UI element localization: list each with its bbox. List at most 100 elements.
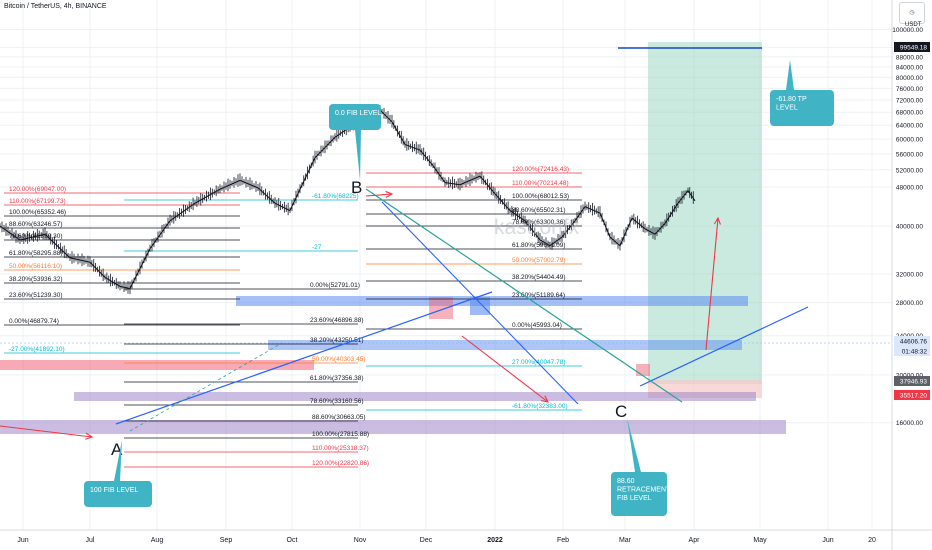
fib-level-label: 100.00%(65352.46) bbox=[9, 209, 66, 216]
dashed-projection bbox=[129, 342, 283, 432]
x-tick-label: Jul bbox=[86, 537, 95, 544]
price-scale-tags: 99549.18 44606.76 01:48:32 37946.93 35517.20 bbox=[894, 42, 930, 400]
callout-0-fib-box bbox=[329, 104, 381, 130]
fib-level-label: -61.80%(68225) bbox=[312, 193, 359, 200]
red-box-mar bbox=[636, 364, 650, 376]
red-arrow-june bbox=[0, 425, 93, 438]
x-tick-label: Oct bbox=[287, 537, 298, 544]
blue-zone-lower bbox=[268, 340, 742, 350]
price-tag-bg bbox=[894, 42, 930, 52]
fib-level-label: 61.80%(58295.88) bbox=[9, 250, 63, 257]
price-tag-bg bbox=[894, 346, 930, 356]
fib-level-label: -27.00%(41892.10) bbox=[9, 346, 65, 353]
callout-0-fib-pointer bbox=[355, 130, 361, 180]
fib-level-label: 50.00%(40303.45) bbox=[312, 356, 366, 363]
fib-level-label: 120.00%(69047.00) bbox=[9, 186, 66, 193]
currency-label: USDT bbox=[905, 22, 922, 28]
fib-level-label: 100.00%(68012.53) bbox=[512, 193, 569, 200]
callout-886-fib-text: 88.60 RETRACEMENT FIB LEVEL bbox=[617, 478, 671, 502]
y-tick-label: 40000.00 bbox=[896, 224, 923, 231]
drawings-layer bbox=[0, 47, 809, 440]
y-tick-label: 84000.00 bbox=[896, 64, 923, 71]
red-arrow-jan-head bbox=[541, 395, 550, 403]
y-tick-label: 72000.00 bbox=[896, 97, 923, 104]
y-tick-label: 56000.00 bbox=[896, 151, 923, 158]
red-arrow-top bbox=[365, 193, 393, 197]
fib-level-label: 61.80%(59601.09) bbox=[512, 242, 566, 249]
fib-level-label: -27 bbox=[312, 244, 322, 251]
fib-level-label: 38.20%(53936.32) bbox=[9, 276, 63, 283]
fib-level-label: 38.20%(43250.51) bbox=[310, 337, 364, 344]
x-tick-label: Jun bbox=[17, 537, 28, 544]
x-tick-label: 2022 bbox=[487, 537, 503, 544]
trend-line-blue-1 bbox=[115, 291, 493, 425]
callout-tp-level-pointer bbox=[786, 60, 794, 90]
y-tick-label: 28000.00 bbox=[896, 300, 923, 307]
price-tag-label: 37946.93 bbox=[900, 379, 927, 386]
fib-level-label: 0.00%(46879.74) bbox=[9, 318, 59, 325]
red-arrow-june-head bbox=[85, 432, 94, 440]
trend-line-blue-2 bbox=[639, 306, 809, 387]
zones-layer bbox=[0, 42, 892, 434]
x-tick-label: Aug bbox=[151, 537, 164, 544]
fib-level-label: 38.20%(54404.49) bbox=[512, 274, 566, 281]
price-tag-label: 35517.20 bbox=[900, 393, 927, 400]
fib-level-label: 88.60%(65502.31) bbox=[512, 207, 566, 214]
fib-level-label: 88.60%(63246.57) bbox=[9, 221, 63, 228]
x-tick-label: Feb bbox=[557, 537, 569, 544]
price-tag-label: 01:48:32 bbox=[902, 349, 928, 356]
x-tick-label: Apr bbox=[689, 537, 701, 544]
red-arrow-jan bbox=[461, 335, 549, 403]
red-arrow-target bbox=[705, 217, 719, 351]
y-tick-label: 60000.00 bbox=[896, 137, 923, 144]
fib-level-label: 23.60%(51239.30) bbox=[9, 292, 63, 299]
red-arrow-target-head bbox=[713, 216, 721, 225]
callout-tp-level-text: -61.80 TP LEVEL bbox=[776, 96, 807, 112]
callout-886-fib-pointer bbox=[627, 418, 641, 472]
price-tag-label: 44606.76 bbox=[900, 339, 927, 346]
fib-level-label: 100.00%(27815.88) bbox=[312, 431, 369, 438]
callout-100-fib-box bbox=[84, 481, 152, 507]
x-tick-label: 20 bbox=[868, 537, 876, 544]
x-tick-label: Mar bbox=[619, 537, 632, 544]
y-tick-label: 88000.00 bbox=[896, 54, 923, 61]
x-tick-label: Jun bbox=[822, 537, 833, 544]
y-tick-label: 64000.00 bbox=[896, 123, 923, 130]
blue-box-jan bbox=[470, 297, 490, 315]
blue-zone-upper bbox=[236, 296, 748, 306]
x-tick-label: Sep bbox=[220, 537, 233, 544]
fib-level-label: 0.00%(45993.04) bbox=[512, 322, 562, 329]
fib-level-label: 110.00%(70214.48) bbox=[512, 180, 569, 187]
alert-clock-icon[interactable]: ◷ bbox=[899, 2, 925, 24]
fib-level-label: 27.00%(40047.78) bbox=[512, 359, 566, 366]
red-zone-left bbox=[0, 360, 314, 370]
y-tick-label: 16000.00 bbox=[896, 420, 923, 427]
symbol-title: Bitcoin / TetherUS, 4h, BINANCE bbox=[4, 3, 107, 10]
fib-level-label: 88.60%(30663.05) bbox=[312, 414, 366, 421]
callout-tp-level-box bbox=[770, 90, 834, 126]
fib-level-label: 50.00%(57002.79) bbox=[512, 257, 566, 264]
y-tick-label: 100000.00 bbox=[892, 27, 923, 34]
callouts-layer: 0.0 FIB LEVEL 100 FIB LEVEL 88.60 RETRACEME… bbox=[84, 60, 834, 516]
trend-line-blue-3 bbox=[381, 201, 579, 405]
watermark-logo: kastronfx bbox=[494, 216, 580, 239]
trend-line-green bbox=[365, 188, 683, 403]
y-tick-label: 48000.00 bbox=[896, 184, 923, 191]
fib-level-label: -61.80%(32383.00) bbox=[512, 403, 568, 410]
x-axis: Jun Jul Aug Sep Oct Nov Dec 2022 Feb Mar Apr May Jun… bbox=[17, 537, 876, 544]
y-tick-label: 32000.00 bbox=[896, 271, 923, 278]
y-tick-label: 68000.00 bbox=[896, 110, 923, 117]
fib-layer: 120.00%(69047.00) 110.00%(67199.73) 100.00… bbox=[4, 166, 582, 468]
fib-level-label: 120.00%(72416.43) bbox=[512, 166, 569, 173]
y-tick-label: 76000.00 bbox=[896, 86, 923, 93]
x-tick-label: Nov bbox=[354, 537, 367, 544]
red-box-dec bbox=[429, 297, 453, 319]
y-tick-label: 52000.00 bbox=[896, 167, 923, 174]
fib-level-label: 61.80%(37356.38) bbox=[310, 375, 364, 382]
callout-100-fib-pointer bbox=[114, 440, 122, 481]
fib-level-label: 23.60%(46896.88) bbox=[310, 317, 364, 324]
fib-level-label: 78.60%(63300.36) bbox=[512, 219, 566, 226]
fib-level-label: 78.60%(33160.56) bbox=[310, 398, 364, 405]
price-tag-bg bbox=[894, 376, 930, 386]
